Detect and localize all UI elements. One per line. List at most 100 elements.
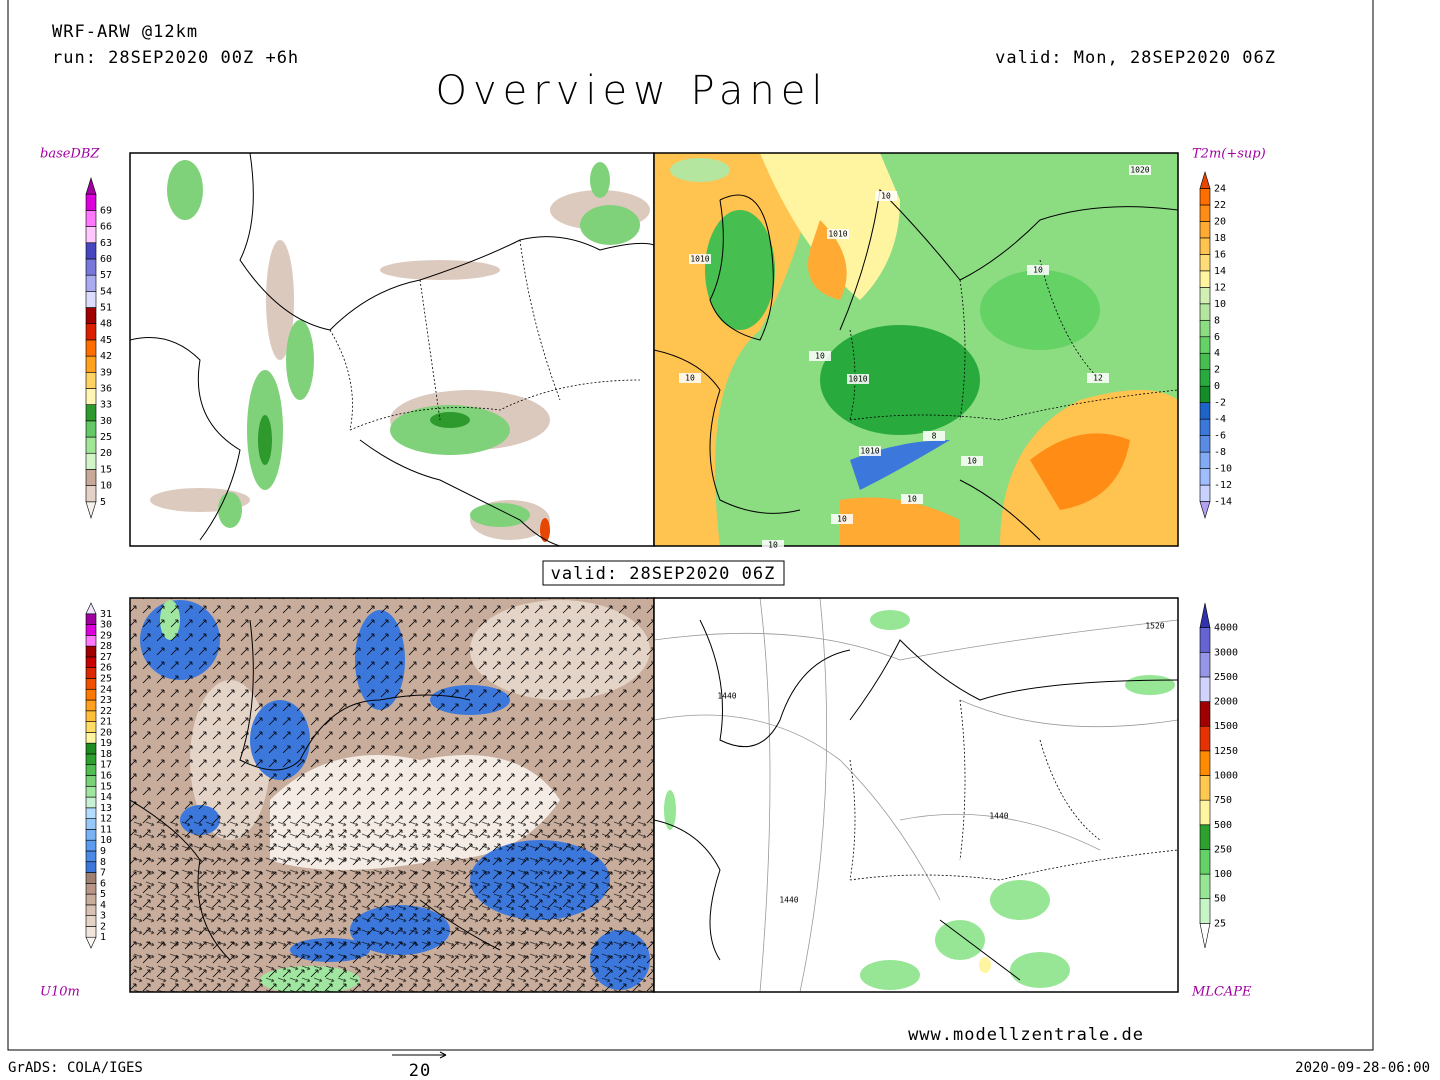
colorbar-box — [85, 436, 97, 454]
colorbar-box — [1199, 254, 1211, 272]
colorbar-box — [85, 839, 97, 852]
colorbar-box — [85, 742, 97, 755]
contour-label-bg — [875, 191, 897, 201]
contour-label-bg — [1027, 265, 1049, 275]
colorbar-box — [85, 893, 97, 906]
colorbar-box — [1199, 237, 1211, 255]
colorbar-label: 27 — [100, 652, 112, 663]
colorbar-box — [85, 807, 97, 819]
colorbar-box — [1199, 385, 1211, 403]
colorbar-label: 50 — [1214, 894, 1226, 905]
colorbar-label: -8 — [1214, 447, 1226, 458]
colorbar-label: 2500 — [1214, 672, 1238, 683]
colorbar-box — [1199, 418, 1211, 436]
colorbar-box — [85, 210, 97, 227]
colorbar-label: 1 — [100, 932, 106, 943]
colorbar-label: 14 — [1214, 266, 1226, 277]
colorbar-label: 36 — [100, 383, 112, 394]
colorbar-box — [1199, 221, 1211, 239]
colorbar-box — [85, 404, 97, 422]
contour-label: 1440 — [779, 896, 798, 905]
colorbar-label: 20 — [100, 448, 112, 459]
colorbar-label: 66 — [100, 222, 112, 233]
colorbar-box — [85, 904, 97, 916]
colorbar-box — [85, 274, 97, 292]
colorbar-box — [85, 915, 97, 927]
colorbar-box — [85, 645, 97, 658]
run-info: run: 28SEP2020 00Z +6h — [52, 48, 299, 68]
cape-map — [654, 598, 1178, 992]
colorbar-label: 10 — [1214, 299, 1226, 310]
colorbar-box — [85, 452, 97, 470]
colorbar-label: 1500 — [1214, 721, 1238, 732]
colorbars: 5101520253033363942454851545760636669-14… — [85, 170, 1238, 949]
colorbar-box — [85, 688, 97, 701]
title: Overview Panel — [436, 68, 829, 114]
contour-label: 1010 — [860, 447, 879, 456]
contour-label: 10 — [685, 374, 695, 383]
temperature-map — [654, 153, 1178, 546]
colorbar-box — [85, 872, 97, 884]
colorbar-box — [1199, 484, 1211, 502]
colorbar-box — [1199, 204, 1211, 222]
contour-label: 1010 — [848, 375, 867, 384]
colorbar-label: 45 — [100, 335, 112, 346]
colorbar-label: 14 — [100, 792, 112, 803]
colorbar-label: 22 — [100, 706, 112, 717]
colorbar-box — [85, 883, 97, 895]
vector-scale: 20 — [409, 1061, 431, 1080]
colorbar-box — [1199, 775, 1211, 801]
colorbar-box — [85, 624, 97, 636]
colorbar-box — [85, 613, 97, 625]
contour-label: 10 — [768, 541, 778, 550]
colorbar-label: 22 — [1214, 200, 1226, 211]
colorbar-end — [85, 936, 97, 949]
colorbar-label: 51 — [100, 303, 112, 314]
panel-label: T2m(+sup) — [1192, 147, 1266, 162]
colorbar-label: 15 — [100, 781, 112, 792]
colorbar-label: 7 — [100, 868, 106, 879]
colorbar-box — [85, 355, 97, 373]
colorbar-label: 500 — [1214, 820, 1232, 831]
colorbar-box — [1199, 451, 1211, 469]
colorbar-box — [85, 323, 97, 341]
contour-label-bg — [831, 514, 853, 524]
colorbar-box — [85, 258, 97, 276]
colorbar-box — [1199, 402, 1211, 420]
colorbar-box — [85, 699, 97, 712]
colorbar-label: 4 — [1214, 348, 1220, 359]
colorbar-label: 18 — [1214, 233, 1226, 244]
colorbar-box — [1199, 824, 1211, 850]
colorbar-label: 2 — [100, 921, 106, 932]
colorbar-box — [85, 775, 97, 787]
panel-label: MLCAPE — [1191, 985, 1252, 1000]
contour-label-bg — [689, 254, 711, 264]
colorbar-label: 2 — [1214, 365, 1220, 376]
contour-label: 1440 — [717, 692, 736, 701]
colorbar-box — [1199, 701, 1211, 727]
colorbar-label: 42 — [100, 351, 112, 362]
colorbar-box — [1199, 319, 1211, 338]
contour-label-bg — [679, 373, 701, 383]
colorbar-box — [85, 242, 97, 260]
colorbar-box — [85, 291, 97, 308]
colorbar-label: 54 — [100, 286, 112, 297]
colorbar-label: 33 — [100, 400, 112, 411]
colorbar-end — [1199, 170, 1211, 189]
colorbar-box — [85, 656, 97, 668]
colorbar-label: 19 — [100, 738, 112, 749]
colorbar-box — [1199, 303, 1211, 321]
colorbar-label: 8 — [1214, 315, 1220, 326]
colorbar-box — [85, 861, 97, 873]
colorbar-end — [85, 602, 97, 615]
colorbar-box — [85, 850, 97, 863]
colorbar-label: 24 — [100, 684, 112, 695]
colorbar-end — [85, 501, 97, 520]
colorbar-label: 48 — [100, 319, 112, 330]
contour-label-bg — [961, 456, 983, 466]
contour-label: 10 — [1033, 266, 1043, 275]
colorbar-box — [85, 371, 97, 389]
colorbar-box — [85, 721, 97, 733]
contour-label: 10 — [967, 457, 977, 466]
